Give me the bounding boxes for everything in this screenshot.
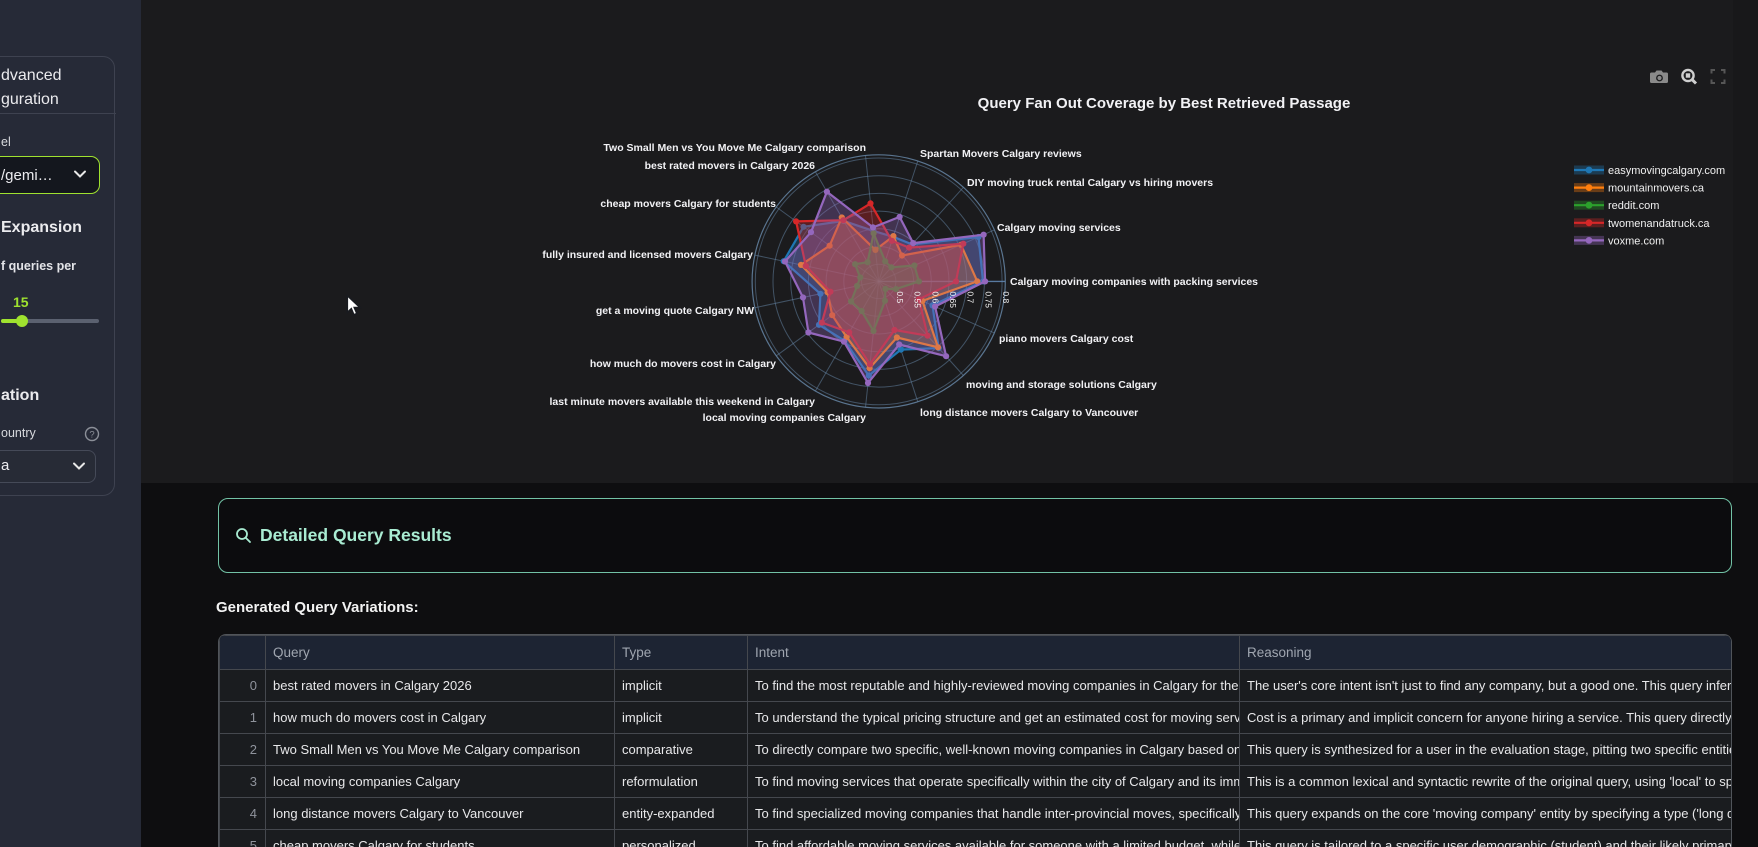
svg-text:best rated movers in Calgary 2: best rated movers in Calgary 2026 — [645, 160, 816, 172]
svg-text:Query Fan Out Coverage by Best: Query Fan Out Coverage by Best Retrieved… — [978, 95, 1351, 112]
svg-text:cheap movers Calgary for stude: cheap movers Calgary for students — [600, 198, 776, 210]
svg-text:Two Small Men vs You Move Me C: Two Small Men vs You Move Me Calgary com… — [603, 142, 866, 154]
svg-text:0.8: 0.8 — [1001, 291, 1011, 303]
svg-text:moving and storage solutions C: moving and storage solutions Calgary — [966, 379, 1157, 391]
svg-text:DIY moving truck rental Calgar: DIY moving truck rental Calgary vs hirin… — [967, 177, 1213, 189]
svg-text:0.65: 0.65 — [948, 291, 958, 308]
svg-text:Calgary moving services: Calgary moving services — [997, 222, 1121, 234]
svg-text:last minute movers available t: last minute movers available this weeken… — [549, 396, 815, 408]
svg-text:local moving companies Calgary: local moving companies Calgary — [703, 412, 867, 424]
svg-text:0.6: 0.6 — [930, 291, 940, 303]
svg-text:get a moving quote Calgary NW: get a moving quote Calgary NW — [596, 305, 754, 317]
svg-text:Spartan Movers Calgary reviews: Spartan Movers Calgary reviews — [920, 148, 1082, 160]
svg-text:long distance movers Calgary t: long distance movers Calgary to Vancouve… — [920, 407, 1138, 419]
svg-text:fully insured and licensed mov: fully insured and licensed movers Calgar… — [542, 249, 753, 261]
svg-text:0.7: 0.7 — [966, 291, 976, 303]
svg-text:voxme.com: voxme.com — [1608, 235, 1664, 247]
svg-text:Calgary moving companies with: Calgary moving companies with packing se… — [1010, 276, 1258, 288]
svg-text:piano movers Calgary cost: piano movers Calgary cost — [999, 333, 1134, 345]
svg-text:reddit.com: reddit.com — [1608, 200, 1659, 212]
svg-text:mountainmovers.ca: mountainmovers.ca — [1608, 183, 1705, 195]
svg-text:easymovingcalgary.com: easymovingcalgary.com — [1608, 165, 1725, 177]
svg-text:0.55: 0.55 — [913, 291, 923, 308]
svg-text:twomenandatruck.ca: twomenandatruck.ca — [1608, 218, 1710, 230]
svg-text:how much do movers cost in Cal: how much do movers cost in Calgary — [590, 358, 776, 370]
svg-text:0.5: 0.5 — [895, 291, 905, 303]
svg-text:0.75: 0.75 — [983, 291, 993, 308]
svg-text:?: ? — [89, 430, 94, 441]
